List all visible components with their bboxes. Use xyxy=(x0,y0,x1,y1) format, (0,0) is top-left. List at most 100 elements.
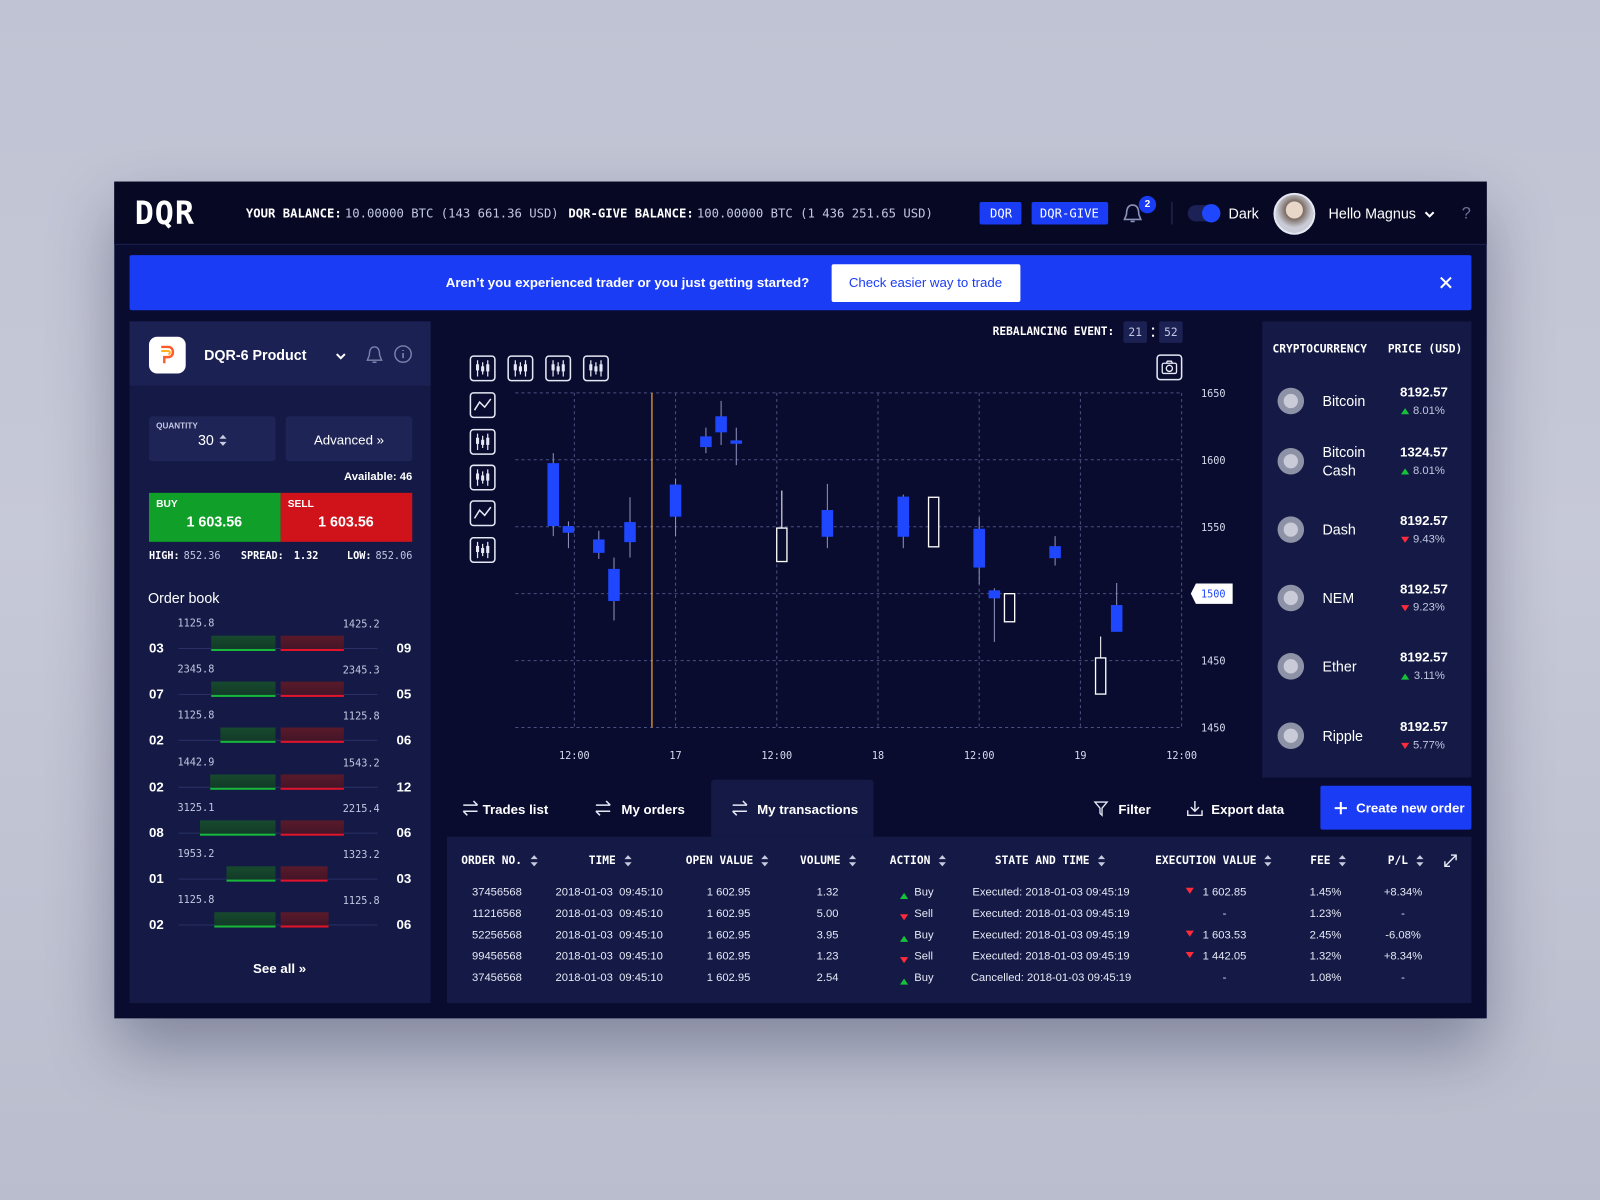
tab-icon[interactable] xyxy=(594,800,612,816)
bell-icon[interactable] xyxy=(365,345,383,365)
tab-label[interactable]: My orders xyxy=(621,801,685,817)
chart-tool[interactable] xyxy=(469,392,496,419)
trend-arrow xyxy=(899,935,909,942)
column-header[interactable]: EXECUTION VALUE xyxy=(1155,853,1257,867)
sort-icon[interactable] xyxy=(1097,855,1106,867)
icon-shape xyxy=(1283,454,1298,469)
chart-tool[interactable] xyxy=(545,355,572,382)
table-cell: Executed: 2018-01-03 09:45:19 xyxy=(972,886,1130,899)
ask-bar xyxy=(280,912,329,928)
sort-icon[interactable] xyxy=(938,855,946,867)
sort-icon[interactable] xyxy=(624,855,632,867)
tab-label[interactable]: Trades list xyxy=(482,801,549,817)
sort-icon[interactable] xyxy=(219,434,227,446)
chart-tool[interactable] xyxy=(582,355,610,382)
tab-icon[interactable] xyxy=(731,800,749,816)
quantity-box[interactable] xyxy=(148,416,276,462)
icon-shape xyxy=(595,800,611,816)
chart-tool[interactable] xyxy=(469,355,496,382)
trend-arrow xyxy=(1401,468,1410,475)
filter-label[interactable]: Filter xyxy=(1118,801,1151,817)
sort-icon[interactable] xyxy=(1264,855,1272,867)
crypto-name[interactable]: Ether xyxy=(1322,658,1357,675)
column-header[interactable]: STATE AND TIME xyxy=(994,853,1090,867)
candle-body xyxy=(1003,593,1016,623)
filter-icon[interactable] xyxy=(1093,801,1109,817)
timer-box xyxy=(1123,321,1147,343)
icon-shape xyxy=(476,545,480,553)
rebalancing-label: REBALANCING EVENT: xyxy=(992,324,1115,339)
column-header[interactable]: OPEN VALUE xyxy=(685,853,754,867)
export-icon[interactable] xyxy=(1187,800,1203,817)
banner-button[interactable] xyxy=(831,264,1021,303)
see-all-link[interactable]: See all » xyxy=(253,960,307,977)
crypto-name[interactable]: Bitcoin Cash xyxy=(1322,443,1366,479)
column-header[interactable]: TIME xyxy=(588,853,616,867)
crypto-name[interactable]: NEM xyxy=(1322,589,1355,607)
crypto-name[interactable]: Bitcoin xyxy=(1322,392,1366,410)
buy-button[interactable] xyxy=(148,492,281,542)
chart-tool[interactable] xyxy=(469,536,496,564)
chevron[interactable] xyxy=(1423,210,1435,218)
info-icon[interactable] xyxy=(394,345,412,363)
high-value: 852.36 xyxy=(183,551,221,563)
chart-tool[interactable] xyxy=(507,355,534,382)
crypto-name[interactable]: Dash xyxy=(1322,521,1356,538)
sort-icon[interactable] xyxy=(1338,855,1346,867)
sort-icon[interactable] xyxy=(1416,855,1424,867)
table-panel xyxy=(446,836,1472,1004)
crypto-change: 9.23% xyxy=(1413,601,1445,614)
icon-shape xyxy=(1440,276,1452,289)
icon-shape xyxy=(561,364,565,372)
expand-icon[interactable] xyxy=(1444,854,1457,868)
table-cell: Buy xyxy=(914,886,934,899)
icon-shape xyxy=(1283,522,1298,537)
sell-button[interactable] xyxy=(280,492,413,542)
sort-icon[interactable] xyxy=(530,855,538,867)
column-header[interactable]: ACTION xyxy=(889,853,931,867)
icon-shape xyxy=(1401,536,1410,543)
create-label[interactable]: Create new order xyxy=(1356,800,1465,816)
tab-label[interactable]: My transactions xyxy=(757,801,859,817)
table-cell: 1 602.95 xyxy=(706,950,751,963)
sort-icon[interactable] xyxy=(848,855,857,867)
bid-value: 2345.8 xyxy=(177,664,215,676)
candle-body xyxy=(547,463,560,527)
tab-label[interactable]: DQR-GIVE xyxy=(1039,206,1099,221)
advanced-label[interactable]: Advanced » xyxy=(313,432,385,448)
column-header[interactable]: FEE xyxy=(1310,853,1331,867)
advanced-button[interactable] xyxy=(285,416,413,462)
tab-label[interactable]: DQR xyxy=(989,206,1013,221)
export-label[interactable]: Export data xyxy=(1211,801,1285,817)
icon-shape xyxy=(938,855,946,860)
banner-button-label[interactable]: Check easier way to trade xyxy=(848,274,1003,291)
column-header[interactable]: ORDER NO. xyxy=(461,853,523,867)
chevron[interactable] xyxy=(335,352,347,360)
bid-bar xyxy=(220,727,276,744)
icon-shape xyxy=(938,862,946,867)
close-icon[interactable] xyxy=(1440,276,1452,289)
tab-icon[interactable] xyxy=(461,800,479,816)
product-name[interactable]: DQR-6 Product xyxy=(204,346,307,364)
notification-count: 2 xyxy=(1144,198,1151,210)
icon-shape xyxy=(1416,862,1424,867)
depth-track xyxy=(178,878,378,880)
tab-button[interactable] xyxy=(1031,202,1109,225)
column-header[interactable]: P/L xyxy=(1387,853,1409,867)
divider xyxy=(1171,202,1173,225)
chart-tool[interactable] xyxy=(469,428,496,456)
crypto-name[interactable]: Ripple xyxy=(1322,727,1363,744)
chart-tool[interactable] xyxy=(469,464,496,491)
chart-tool[interactable] xyxy=(469,500,496,527)
sort-icon[interactable] xyxy=(761,855,769,867)
icon-shape xyxy=(848,855,857,860)
column-header[interactable]: VOLUME xyxy=(799,853,841,867)
depth-track xyxy=(178,832,378,834)
tab-button[interactable] xyxy=(979,202,1022,225)
user-name[interactable]: Hello Magnus xyxy=(1328,205,1416,222)
camera-button[interactable] xyxy=(1156,354,1183,381)
help-button[interactable]: ? xyxy=(1461,205,1471,223)
table-cell: - xyxy=(1222,907,1227,920)
candle-body xyxy=(624,522,636,543)
bell-icon[interactable] xyxy=(1122,203,1143,225)
